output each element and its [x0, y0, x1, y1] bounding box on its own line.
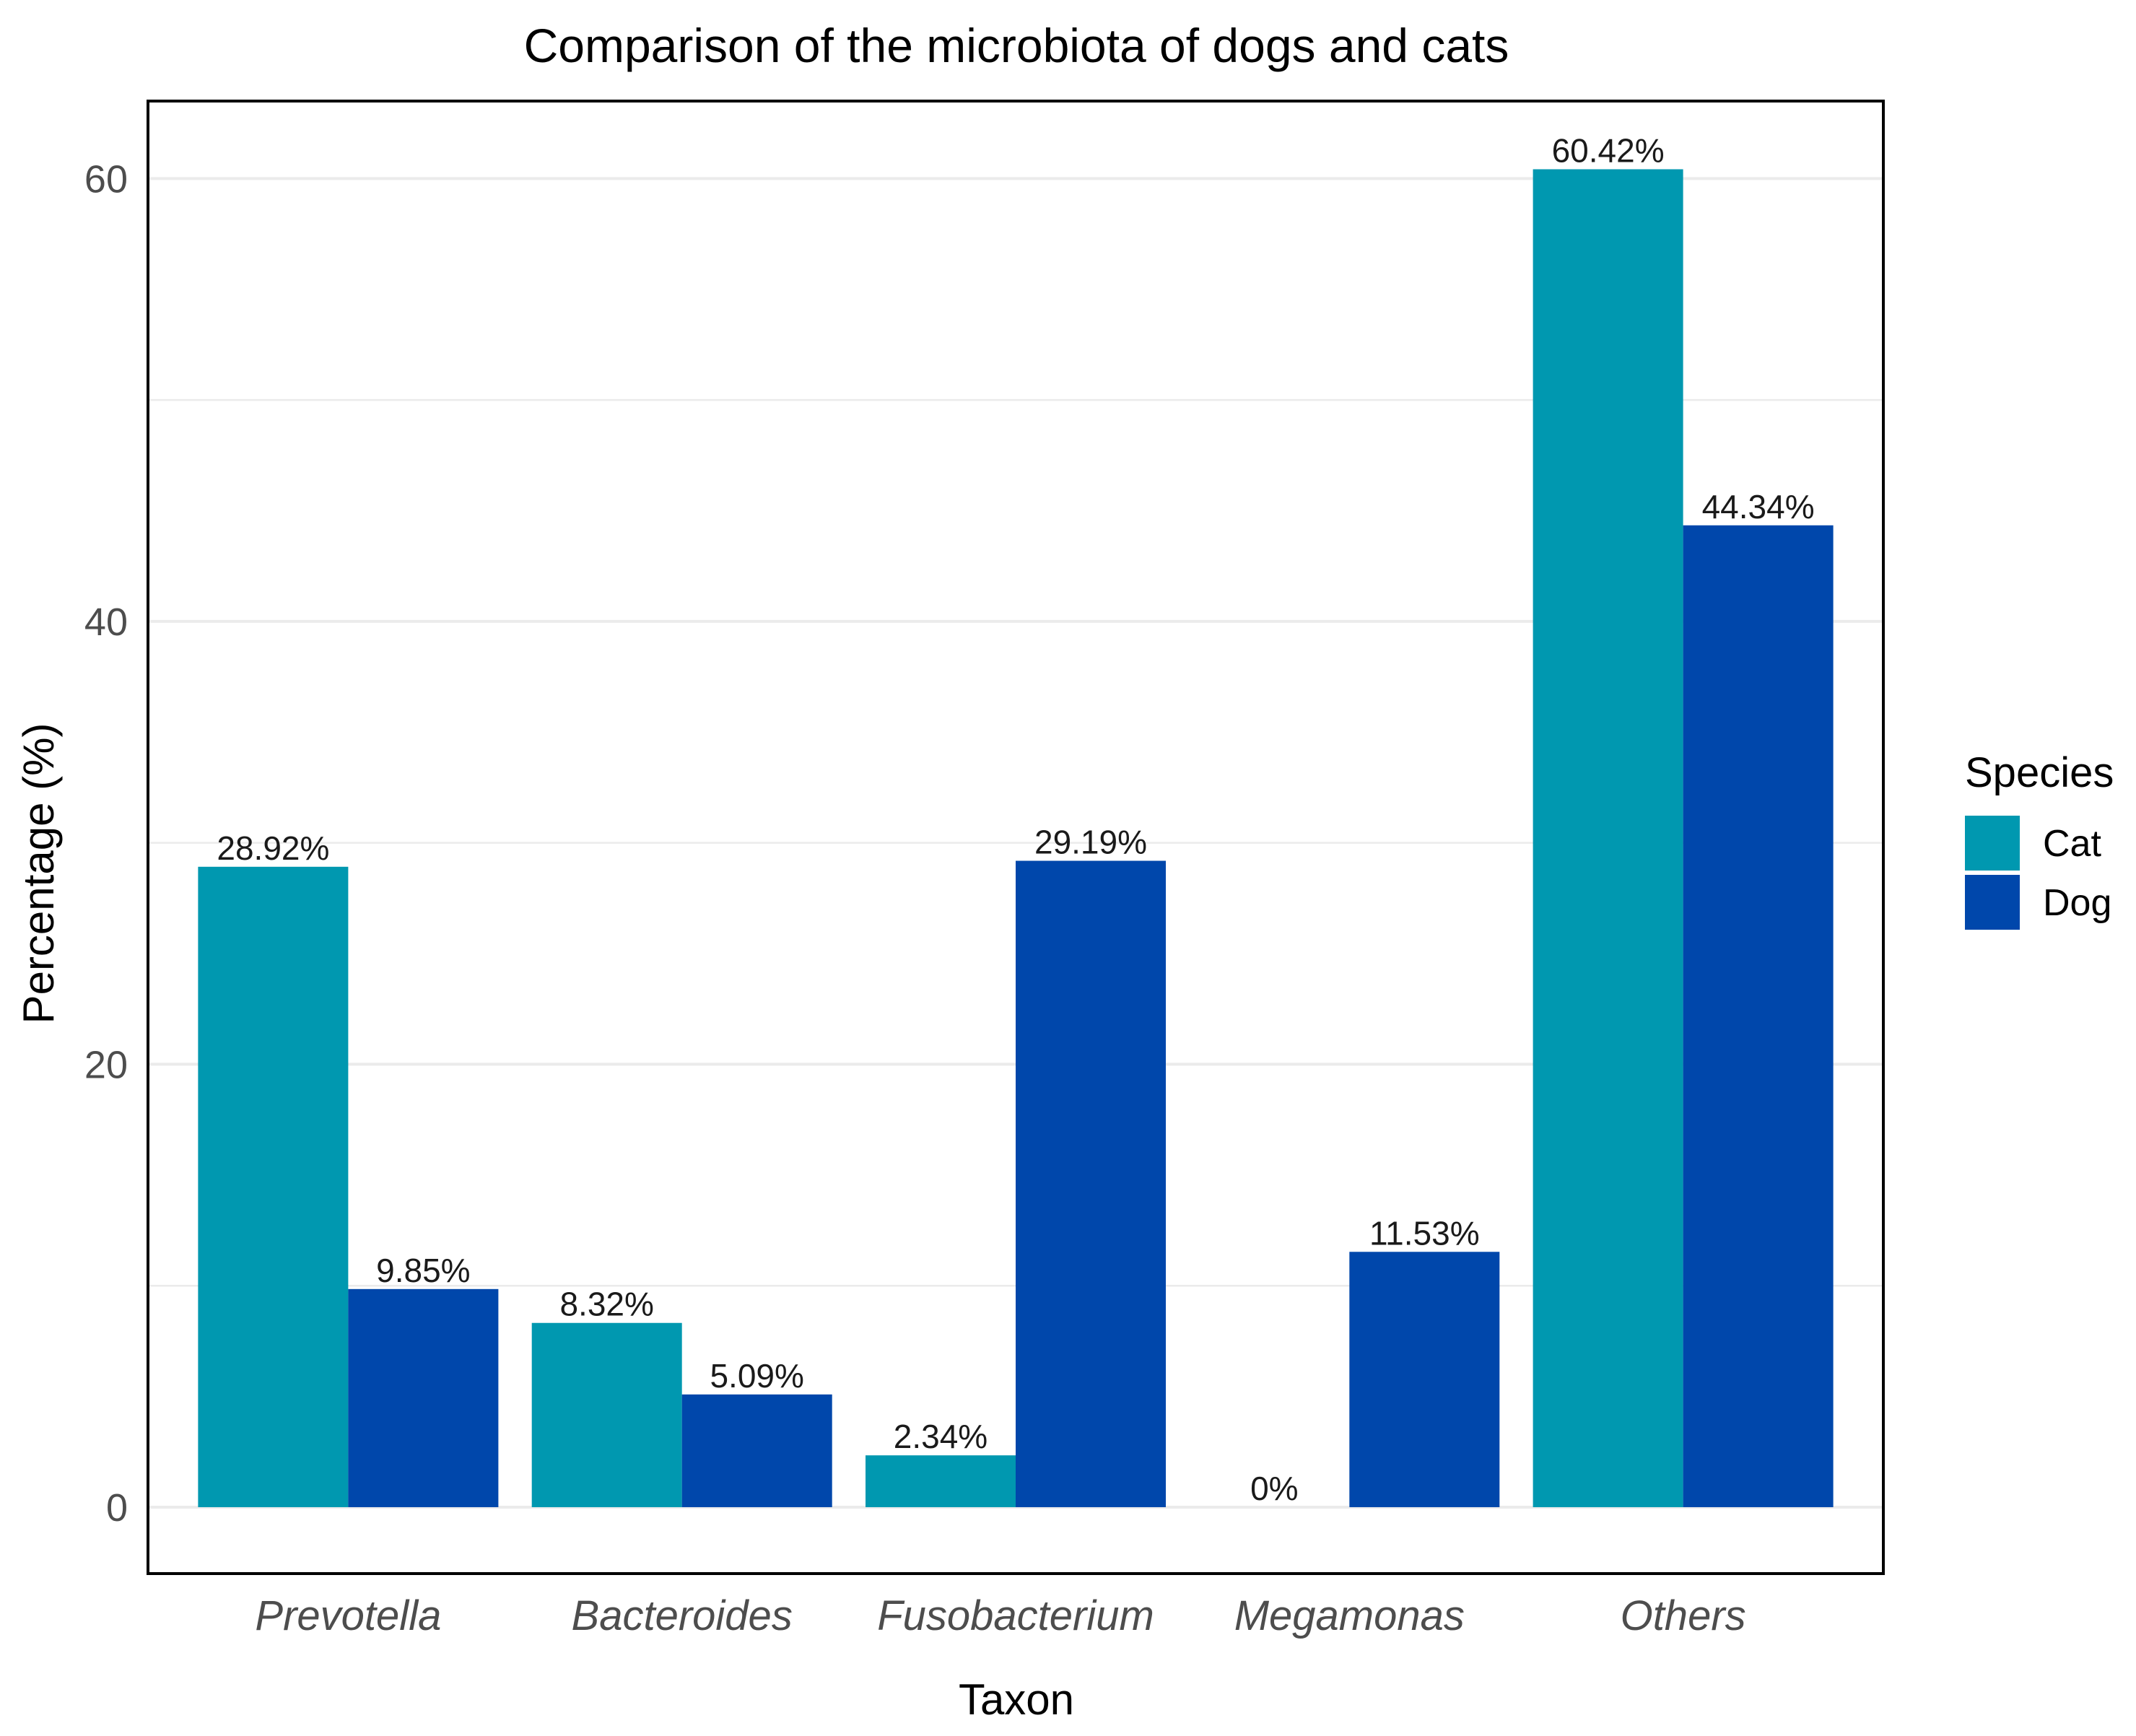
y-axis-ticks: 0 20 40 60 [84, 157, 128, 1530]
y-tick-label: 60 [84, 157, 128, 201]
data-label: 8.32% [559, 1286, 653, 1323]
data-labels: 28.92% 9.85% 8.32% 5.09% 2.34% 29.19% 0% 11.53%… [217, 131, 1814, 1506]
legend-swatch-cat [1965, 816, 2020, 871]
data-label: 44.34% [1702, 488, 1815, 525]
bars [198, 169, 1834, 1507]
data-label: 0% [1250, 1470, 1298, 1507]
data-label: 11.53% [1369, 1214, 1480, 1252]
x-tick-label: Others [1621, 1592, 1746, 1639]
x-tick-label: Prevotella [255, 1592, 441, 1639]
x-tick-label: Bacteroides [572, 1592, 793, 1639]
x-axis-ticks: Prevotella Bacteroides Fusobacterium Megamo… [255, 1592, 1745, 1639]
plot-panel-border [147, 100, 1885, 1575]
data-label: 29.19% [1034, 824, 1147, 861]
bar-dog-prevotella [348, 1288, 499, 1507]
data-label: 60.42% [1552, 131, 1665, 169]
y-tick-label: 0 [106, 1486, 128, 1530]
bar-cat-bacteroides [531, 1322, 682, 1507]
data-label: 5.09% [710, 1357, 803, 1395]
chart-title: Comparison of the microbiota of dogs and… [524, 19, 1509, 72]
bar-dog-megamonas [1349, 1252, 1500, 1507]
data-label: 28.92% [217, 829, 329, 867]
legend-label-dog: Dog [2043, 882, 2111, 924]
x-tick-label: Megamonas [1234, 1592, 1465, 1639]
bar-dog-others [1683, 525, 1834, 1507]
legend-swatch-dog [1965, 875, 2020, 930]
legend-title: Species [1965, 749, 2114, 796]
data-label: 2.34% [894, 1418, 988, 1455]
bar-cat-prevotella [198, 866, 349, 1507]
y-tick-label: 40 [84, 601, 128, 644]
legend-label-cat: Cat [2043, 823, 2101, 865]
bar-cat-others [1533, 169, 1683, 1507]
data-label: 9.85% [376, 1252, 470, 1289]
legend-items: Cat Dog [1965, 816, 2111, 930]
bar-cat-fusobacterium [866, 1455, 1016, 1507]
x-axis-title: Taxon [959, 1675, 1074, 1724]
bar-dog-bacteroides [681, 1394, 832, 1507]
bar-dog-fusobacterium [1016, 860, 1166, 1507]
legend: Species Cat Dog [1965, 749, 2114, 930]
x-tick-label: Fusobacterium [877, 1592, 1154, 1639]
y-tick-label: 20 [84, 1043, 128, 1086]
y-axis-title: Percentage (%) [14, 723, 63, 1024]
